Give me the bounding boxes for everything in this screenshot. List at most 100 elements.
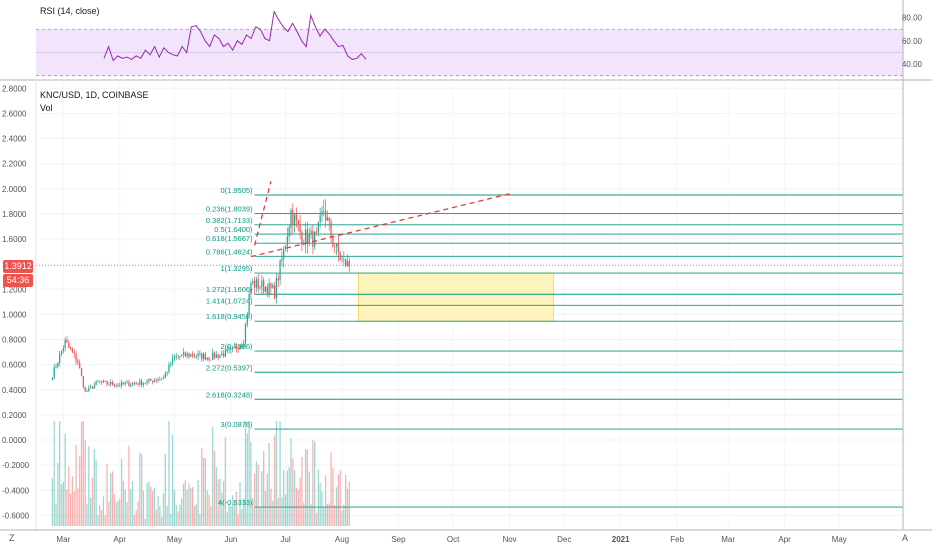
volume-bar	[270, 488, 272, 526]
volume-bar	[171, 434, 174, 526]
fib-level-label: 2.618(0.3248)	[206, 390, 253, 399]
candle-body	[294, 214, 296, 225]
volume-bar	[184, 480, 186, 526]
candle-body	[201, 353, 203, 360]
volume-bar	[319, 482, 321, 526]
candle-body	[337, 242, 339, 253]
volume-bar	[102, 496, 105, 526]
candle-body	[335, 242, 338, 248]
time-tick-label: Mar	[56, 535, 70, 544]
candle-body	[193, 356, 196, 357]
volume-bar	[95, 459, 97, 526]
volume-bar	[348, 481, 350, 526]
candle-body	[51, 377, 54, 380]
candle-body	[93, 385, 95, 389]
volume-bar	[91, 478, 94, 526]
volume-bar	[303, 502, 305, 526]
volume-bar	[130, 488, 132, 526]
volume-bar	[135, 510, 137, 526]
candle-body	[284, 245, 287, 249]
volume-bar	[139, 452, 141, 526]
candle-body	[144, 383, 146, 384]
volume-bar	[244, 421, 247, 526]
fib-level-label: 0.618(1.5667)	[206, 234, 253, 243]
candle-body	[97, 381, 99, 383]
volume-bar	[219, 478, 221, 526]
volume-bar	[246, 433, 248, 526]
volume-bar	[170, 513, 172, 526]
corner-right-a[interactable]: A	[902, 533, 908, 543]
volume-bar	[86, 504, 88, 526]
volume-bar	[259, 506, 261, 526]
candle-body	[159, 378, 161, 380]
candle-body	[206, 357, 208, 360]
volume-bar	[310, 504, 312, 526]
volume-bar	[141, 454, 143, 526]
volume-bar	[161, 516, 163, 526]
volume-bar	[217, 479, 219, 526]
candle-body	[124, 383, 126, 385]
corner-left-z[interactable]: Z	[9, 533, 15, 543]
candle-body	[273, 285, 276, 299]
target-zone[interactable]	[357, 272, 554, 322]
candle-body	[259, 287, 261, 289]
rsi-tick-label: 40.00	[902, 60, 923, 69]
volume-bar	[337, 474, 339, 526]
volume-bar	[53, 421, 55, 526]
price-tick-label: 1.2000	[2, 285, 27, 294]
price-tick-label: -0.6000	[2, 511, 30, 520]
volume-bar	[99, 505, 101, 526]
candle-body	[272, 285, 274, 288]
volume-bar	[110, 472, 112, 526]
volume-bar	[57, 462, 59, 526]
candle-body	[312, 230, 314, 247]
candle-body	[60, 351, 63, 355]
volume-bar	[255, 461, 258, 526]
candle-body	[310, 230, 312, 235]
candle-body	[82, 376, 84, 387]
candle-body	[226, 349, 228, 351]
volume-bar	[332, 467, 334, 526]
volume-bar	[308, 471, 310, 526]
volume-bar	[131, 481, 134, 526]
fib-level-label: 1.618(0.9458)	[206, 312, 253, 321]
volume-bar	[197, 479, 199, 526]
candle-body	[341, 259, 343, 261]
candle-body	[292, 210, 294, 225]
candle-body	[253, 280, 256, 288]
candle-body	[328, 217, 330, 222]
volume-bar	[232, 495, 234, 526]
candle-body	[315, 231, 318, 233]
candle-body	[266, 286, 268, 295]
fib-level-label: 1(1.3295)	[220, 264, 253, 273]
candle-body	[126, 382, 128, 384]
candle-body	[64, 339, 66, 349]
price-tick-label: 2.6000	[2, 109, 27, 118]
volume-bar	[206, 490, 208, 526]
candle-body	[330, 221, 332, 237]
candle-body	[68, 342, 70, 348]
candle-body	[286, 236, 288, 246]
candle-body	[150, 379, 152, 381]
volume-bar	[181, 498, 183, 526]
fib-level-label: 0(1.9505)	[220, 186, 253, 195]
candle-body	[157, 379, 159, 381]
volume-bar	[80, 421, 83, 526]
volume-bar	[201, 448, 203, 526]
candle-body	[161, 378, 163, 380]
volume-bar	[60, 484, 63, 526]
volume-bar	[263, 451, 265, 526]
candle-body	[71, 349, 74, 353]
volume-bar	[97, 514, 99, 526]
trend-line[interactable]	[253, 181, 272, 246]
volume-bar	[106, 464, 108, 526]
candle-body	[120, 382, 123, 386]
volume-bar	[93, 449, 95, 526]
volume-bar	[146, 483, 148, 526]
volume-bar	[144, 518, 146, 526]
candle-body	[346, 260, 349, 267]
price-tick-label: 1.0000	[2, 310, 27, 319]
price-tick-label: -0.4000	[2, 486, 30, 495]
volume-bar	[341, 510, 343, 526]
